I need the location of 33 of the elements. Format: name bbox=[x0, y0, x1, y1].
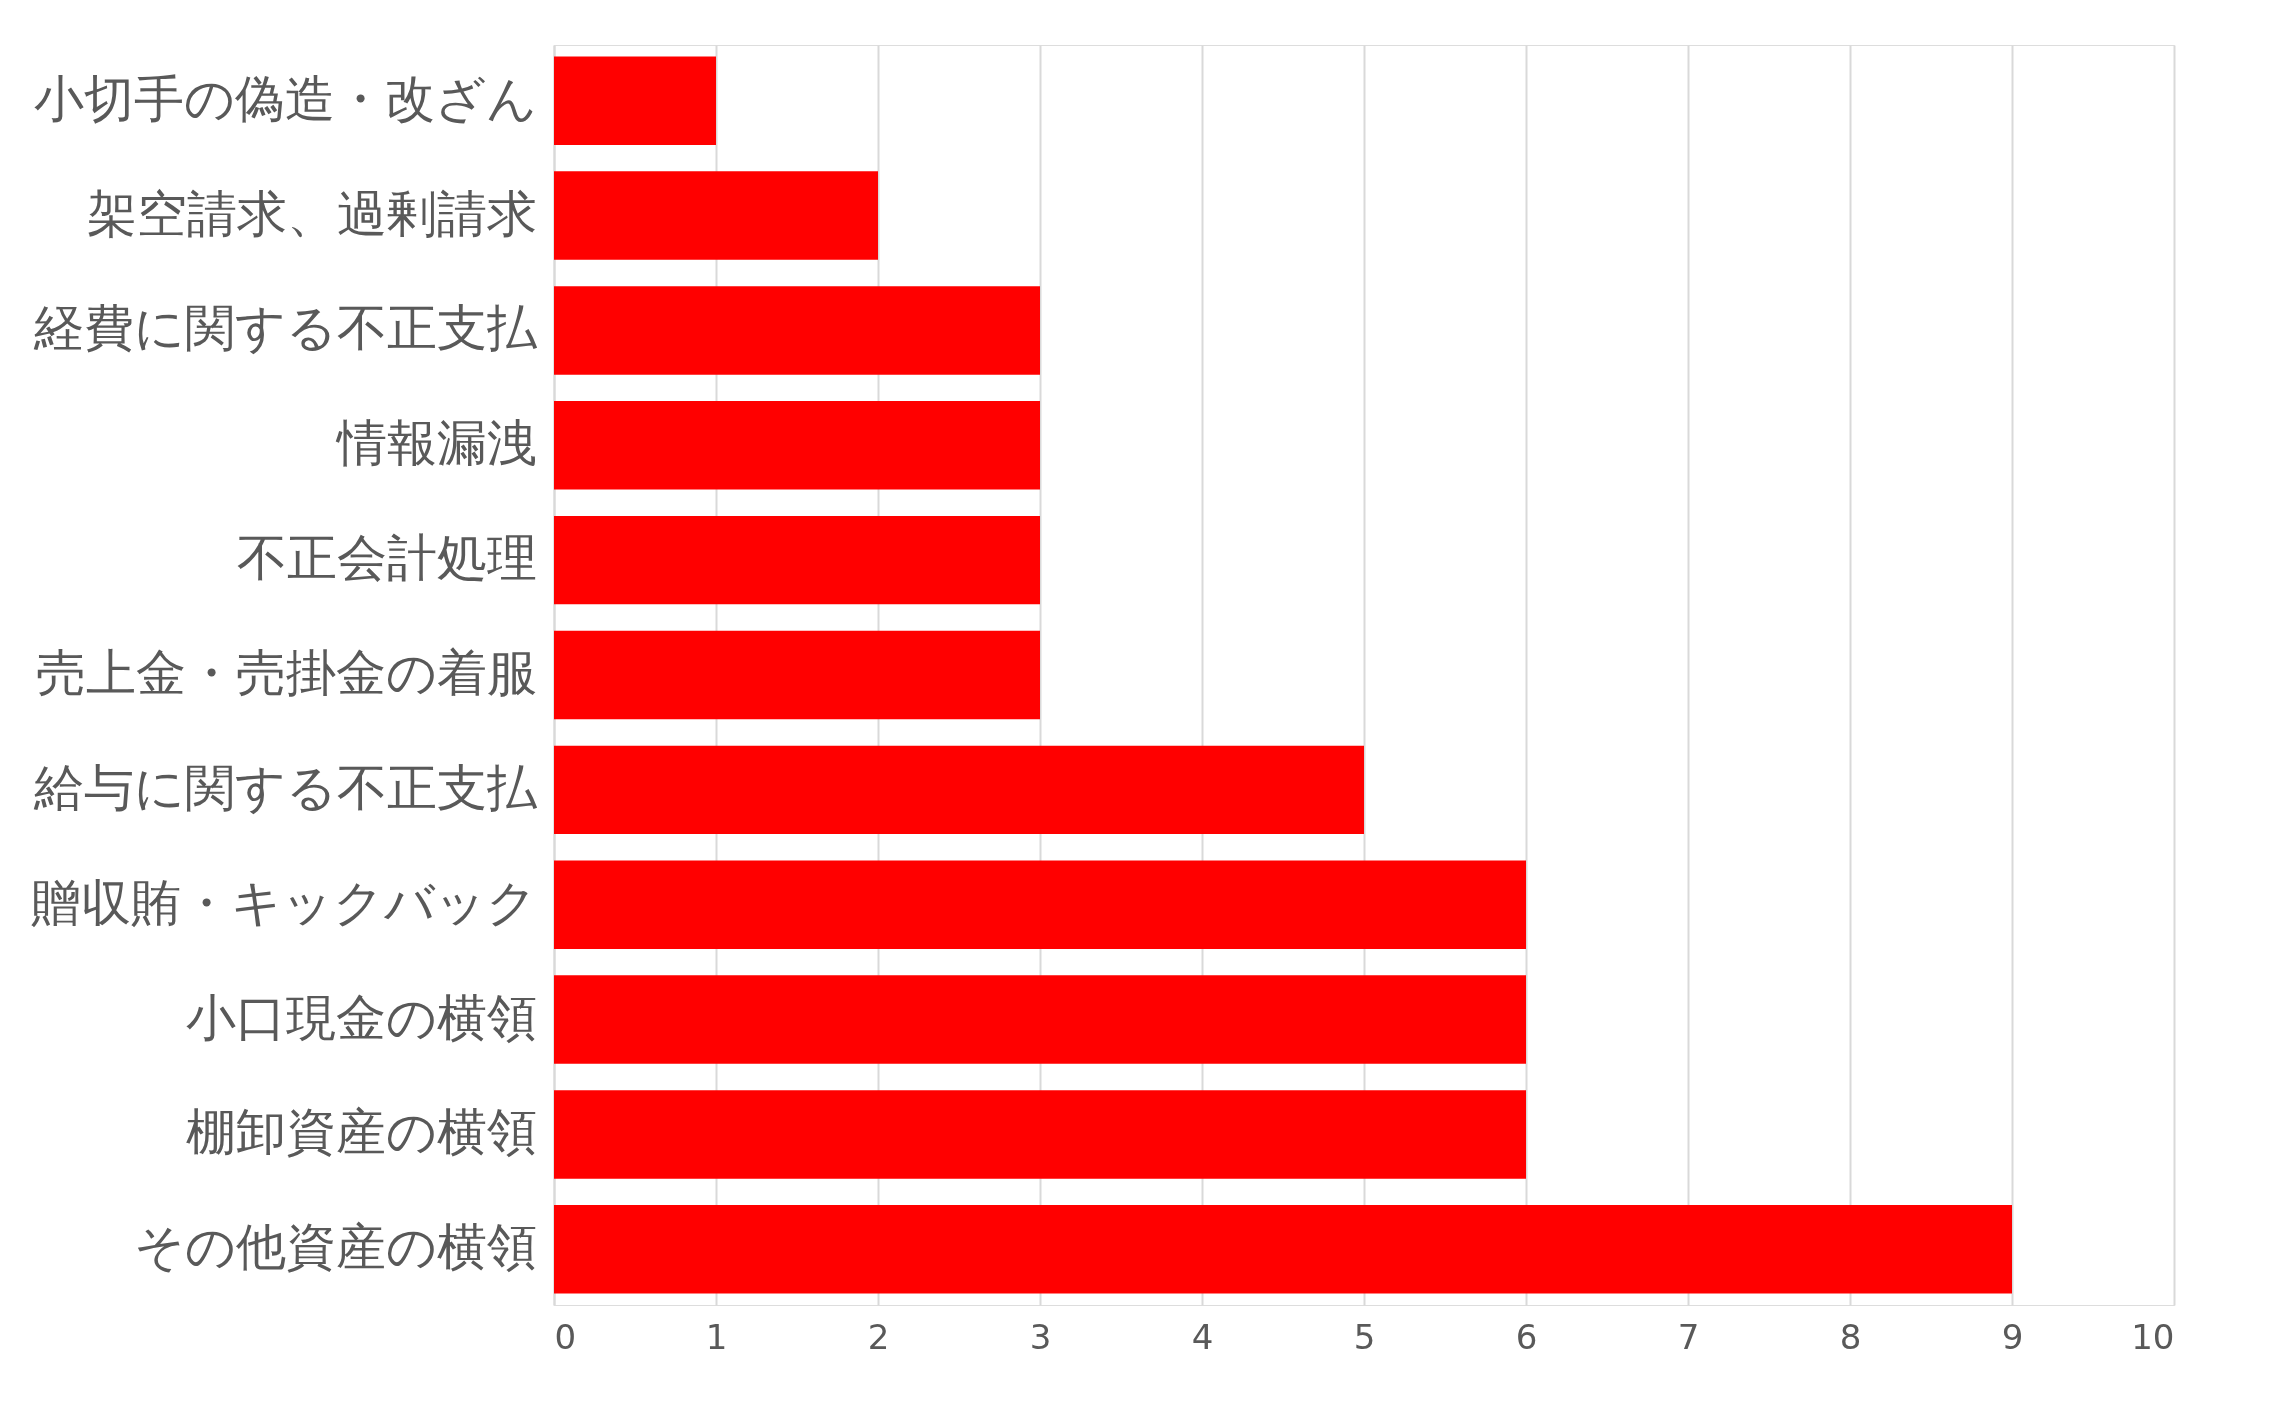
bar bbox=[554, 745, 1364, 835]
bar bbox=[554, 171, 878, 260]
y-tick-label: 情報漏洩 bbox=[334, 414, 537, 473]
bar bbox=[554, 515, 1040, 605]
y-tick-label: 不正会計処理 bbox=[236, 529, 537, 588]
x-tick-label: 7 bbox=[1677, 1316, 1700, 1357]
x-tick-label: 4 bbox=[1191, 1316, 1214, 1357]
bar bbox=[554, 1205, 2012, 1294]
x-tick-label: 3 bbox=[1029, 1316, 1052, 1357]
bar bbox=[554, 860, 1526, 949]
y-tick-label: 贈収賄・キックバック bbox=[30, 873, 537, 932]
bar bbox=[554, 56, 716, 145]
y-tick-label: 経費に関する不正支払 bbox=[32, 299, 538, 358]
x-tick-label: 2 bbox=[867, 1316, 890, 1357]
y-tick-label: 小口現金の横領 bbox=[185, 988, 537, 1047]
bar bbox=[554, 286, 1040, 375]
y-tick-label: 小切手の偽造・改ざん bbox=[33, 69, 537, 128]
y-tick-label: その他資産の横領 bbox=[133, 1218, 537, 1277]
y-tick-label: 架空請求、過剰請求 bbox=[86, 184, 537, 243]
x-tick-label: 0 bbox=[554, 1316, 577, 1357]
x-tick-label: 1 bbox=[705, 1316, 728, 1357]
x-tick-label: 9 bbox=[2001, 1316, 2024, 1357]
y-tick-label: 給与に関する不正支払 bbox=[32, 758, 538, 817]
bar bbox=[554, 630, 1040, 720]
bar bbox=[554, 401, 1040, 490]
x-tick-label: 6 bbox=[1515, 1316, 1538, 1357]
x-tick-label: 5 bbox=[1353, 1316, 1376, 1357]
bar bbox=[554, 1090, 1526, 1179]
x-tick-label: 8 bbox=[1839, 1316, 1862, 1357]
y-tick-label: 売上金・売掛金の着服 bbox=[35, 644, 537, 702]
x-tick-label: 10 bbox=[2131, 1316, 2175, 1357]
bar bbox=[554, 975, 1526, 1064]
y-tick-label: 棚卸資産の横領 bbox=[185, 1103, 537, 1162]
